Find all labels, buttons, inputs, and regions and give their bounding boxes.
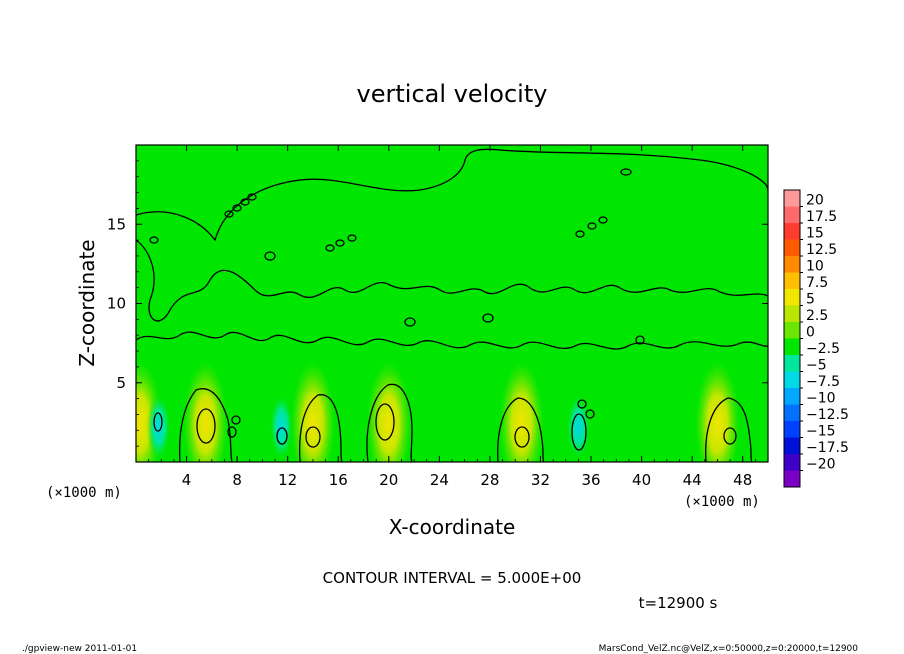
x-tick-label: 24 — [430, 471, 449, 489]
x-tick-label: 16 — [329, 471, 348, 489]
colorbar-swatch — [784, 272, 800, 289]
colorbar-label: 10 — [806, 258, 824, 274]
updraft-cell — [183, 361, 228, 462]
colorbar-label: 0 — [806, 324, 815, 340]
colorbar-label: 15 — [806, 225, 824, 241]
colorbar-label: −20 — [806, 456, 836, 472]
colorbar-swatch — [784, 421, 800, 438]
colorbar-swatch — [784, 371, 800, 388]
contour-lines — [136, 148, 768, 462]
colorbar-label: −7.5 — [806, 374, 840, 390]
colorbar-label: −15 — [806, 423, 836, 439]
updraft-cell — [499, 361, 544, 462]
colorbar-label: −12.5 — [806, 407, 849, 423]
x-tick-label: 4 — [182, 471, 192, 489]
colorbar-label: −10 — [806, 390, 836, 406]
footer-left: ./gpview-new 2011-01-01 — [22, 644, 137, 654]
x-tick-label: 20 — [379, 471, 398, 489]
x-axis: 4 8 12 16 20 24 28 32 36 40 44 48 — [148, 145, 756, 489]
x-tick-label: 44 — [683, 471, 702, 489]
colorbar-swatch — [784, 239, 800, 256]
x-tick-label: 32 — [531, 471, 550, 489]
downdraft-cell — [269, 393, 294, 462]
colorbar-swatch — [784, 404, 800, 421]
y-axis: 5 10 15 — [107, 160, 768, 447]
colorbar-swatch — [784, 470, 800, 487]
x-tick-label: 40 — [632, 471, 651, 489]
colorbar-label: 2.5 — [806, 308, 828, 324]
colorbar-swatch — [784, 388, 800, 405]
velocity-cells — [136, 361, 740, 462]
colorbar-label: 17.5 — [806, 209, 837, 225]
x-tick-label: 12 — [278, 471, 297, 489]
plot-background — [136, 145, 768, 462]
x-tick-label: 28 — [480, 471, 499, 489]
contour-interval-note: CONTOUR INTERVAL = 5.000E+00 — [323, 569, 582, 587]
x-tick-label: 8 — [232, 471, 242, 489]
colorbar-label: 5 — [806, 291, 815, 307]
updraft-cell — [695, 361, 740, 462]
colorbar-swatch — [784, 190, 800, 207]
x-tick-label: 36 — [581, 471, 600, 489]
colorbar-label: −2.5 — [806, 341, 840, 357]
colorbar-swatch — [784, 338, 800, 355]
z-unit-label: (×1000 m) — [46, 485, 122, 501]
x-unit-label: (×1000 m) — [684, 494, 760, 510]
colorbar-label: −5 — [806, 357, 827, 373]
colorbar-label: 7.5 — [806, 275, 828, 291]
colorbar-label: −17.5 — [806, 440, 849, 456]
y-axis-label: Z-coordinate — [75, 239, 99, 366]
y-tick-label: 5 — [116, 374, 126, 392]
colorbar-swatch — [784, 223, 800, 240]
colorbar-label: 20 — [806, 192, 824, 208]
colorbar-swatch — [784, 206, 800, 223]
colorbar-swatch — [784, 355, 800, 372]
colorbar-swatch — [784, 256, 800, 273]
y-tick-label: 10 — [107, 295, 126, 313]
y-tick-label: 15 — [107, 215, 126, 233]
colorbar-swatch — [784, 305, 800, 322]
plot-field — [136, 148, 768, 462]
colorbar: 2017.51512.5107.552.50−2.5−5−7.5−10−12.5… — [783, 189, 849, 488]
colorbar-swatch — [784, 289, 800, 306]
chart-title: vertical velocity — [357, 80, 548, 108]
downdraft-cell — [146, 393, 171, 462]
footer-right: MarsCond_VelZ.nc@VelZ,x=0:50000,z=0:2000… — [599, 644, 859, 654]
x-axis-label: X-coordinate — [389, 515, 516, 539]
colorbar-swatch — [784, 454, 800, 471]
colorbar-swatch — [784, 322, 800, 339]
colorbar-label: 12.5 — [806, 242, 837, 258]
x-tick-label: 48 — [733, 471, 752, 489]
colorbar-swatch — [784, 437, 800, 454]
updraft-cell — [290, 361, 335, 462]
updraft-cell — [366, 361, 411, 462]
time-note: t=12900 s — [639, 594, 718, 612]
